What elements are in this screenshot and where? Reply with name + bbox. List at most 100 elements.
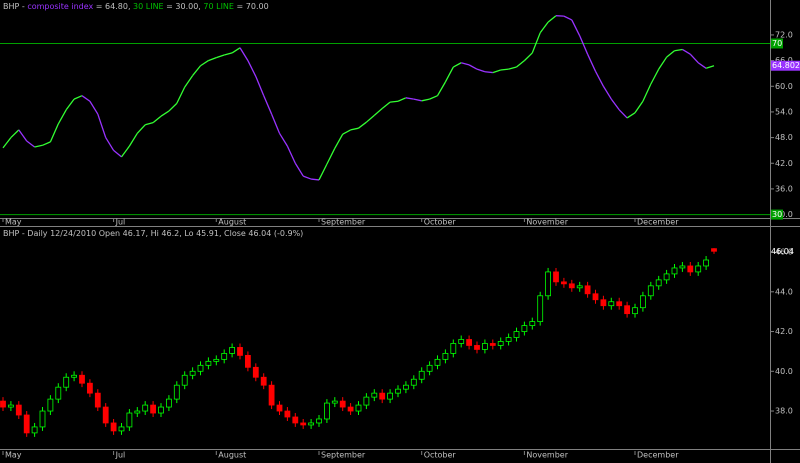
x-tick-label: October xyxy=(424,451,457,460)
candle-body xyxy=(679,265,686,269)
candle-body xyxy=(189,370,196,376)
candle-body xyxy=(347,406,354,412)
candle-body xyxy=(110,422,117,432)
candle-body xyxy=(87,382,93,394)
candle-body xyxy=(600,299,607,307)
candle-body xyxy=(197,364,204,372)
x-tick-label: December xyxy=(637,218,679,227)
candle-body xyxy=(466,339,473,346)
candle-body xyxy=(371,392,378,398)
candle-body xyxy=(545,271,551,297)
candle-body xyxy=(276,404,283,412)
indicator-segment xyxy=(57,109,67,125)
indicator-segment xyxy=(120,145,130,158)
title-part: = 70.00 xyxy=(234,2,269,11)
y-tick-label: 38.0 xyxy=(775,407,793,416)
indicator-segment xyxy=(65,98,75,111)
candle-body xyxy=(7,404,14,408)
indicator-segment xyxy=(326,147,336,165)
candle-body xyxy=(71,374,77,378)
candle-body xyxy=(592,293,599,301)
indicator-segment xyxy=(200,60,209,67)
indicator-segment xyxy=(634,100,644,114)
indicator-segment xyxy=(461,62,470,66)
candle-body xyxy=(158,406,164,414)
candle-body xyxy=(79,374,85,384)
indicator-segment xyxy=(160,110,170,117)
candle-body xyxy=(402,384,409,390)
candle-body xyxy=(331,400,338,404)
candle-body xyxy=(31,426,38,434)
candle-body xyxy=(142,404,149,412)
candle-body xyxy=(647,285,654,297)
candle-body xyxy=(568,283,575,289)
indicator-segment xyxy=(49,123,59,143)
indicator-segment xyxy=(278,132,288,147)
y-tick-label: 44.0 xyxy=(775,287,793,296)
candle-body xyxy=(213,358,220,362)
indicator-segment xyxy=(239,47,249,61)
indicator-segment xyxy=(452,62,462,68)
x-tick-label: August xyxy=(218,451,246,460)
indicator-segment xyxy=(397,97,407,102)
indicator-segment xyxy=(610,98,620,111)
indicator-segment xyxy=(176,86,186,104)
candle-body xyxy=(118,426,125,432)
y-tick-label: 30.0 xyxy=(775,210,793,219)
candle-body xyxy=(671,267,678,275)
candle-body xyxy=(711,248,717,252)
indicator-segment xyxy=(192,65,202,76)
candle-body xyxy=(576,285,583,289)
candle-body xyxy=(260,376,267,386)
candle-body xyxy=(339,400,346,408)
candle-body xyxy=(237,347,243,356)
candle-body xyxy=(410,378,417,386)
candle-body xyxy=(655,279,662,287)
candle-body xyxy=(165,398,172,408)
candle-body xyxy=(316,418,322,424)
indicator-segment xyxy=(508,66,517,70)
x-tick-label: May xyxy=(5,451,22,460)
candle-body xyxy=(134,410,141,414)
indicator-segment xyxy=(468,64,478,70)
candle-body xyxy=(687,265,694,273)
title-part: composite index xyxy=(27,2,93,11)
candle-body xyxy=(521,325,528,332)
indicator-segment xyxy=(413,98,422,102)
indicator-segment xyxy=(184,75,194,88)
candle-body xyxy=(505,337,512,342)
indicator-segment xyxy=(390,100,399,103)
indicator-segment xyxy=(689,53,699,64)
y-tick-label: 42.0 xyxy=(775,327,793,336)
indicator-segment xyxy=(563,15,573,21)
candle-body xyxy=(497,341,504,346)
indicator-segment xyxy=(26,140,35,148)
indicator-segment xyxy=(697,62,707,69)
title-part: = 64.80, xyxy=(93,2,133,11)
candle-body xyxy=(379,392,386,400)
indicator-segment xyxy=(500,68,509,71)
candle-body xyxy=(434,358,441,366)
indicator-segment xyxy=(547,15,557,23)
last-value-badge xyxy=(771,60,800,71)
title-part: BHP - xyxy=(3,2,27,11)
indicator-segment xyxy=(594,70,604,87)
candle-body xyxy=(221,353,228,360)
indicator-segment xyxy=(145,121,154,126)
indicator-segment xyxy=(73,95,83,100)
candle-body xyxy=(489,343,496,346)
candle-body xyxy=(47,398,54,412)
indicator-segment xyxy=(405,97,414,100)
indicator-segment xyxy=(113,149,122,158)
title-part: 30 LINE xyxy=(133,2,164,11)
indicator-segment xyxy=(152,115,162,124)
candle-body xyxy=(553,271,559,283)
indicator-segment xyxy=(231,47,241,54)
level-badge xyxy=(771,38,783,49)
pane-title: BHP - composite index = 64.80, 30 LINE =… xyxy=(3,2,269,11)
last-value-label: 64.8022 xyxy=(772,61,800,70)
indicator-segment xyxy=(365,114,375,123)
y-tick-label: 72.0 xyxy=(775,30,793,39)
indicator-segment xyxy=(350,127,359,131)
